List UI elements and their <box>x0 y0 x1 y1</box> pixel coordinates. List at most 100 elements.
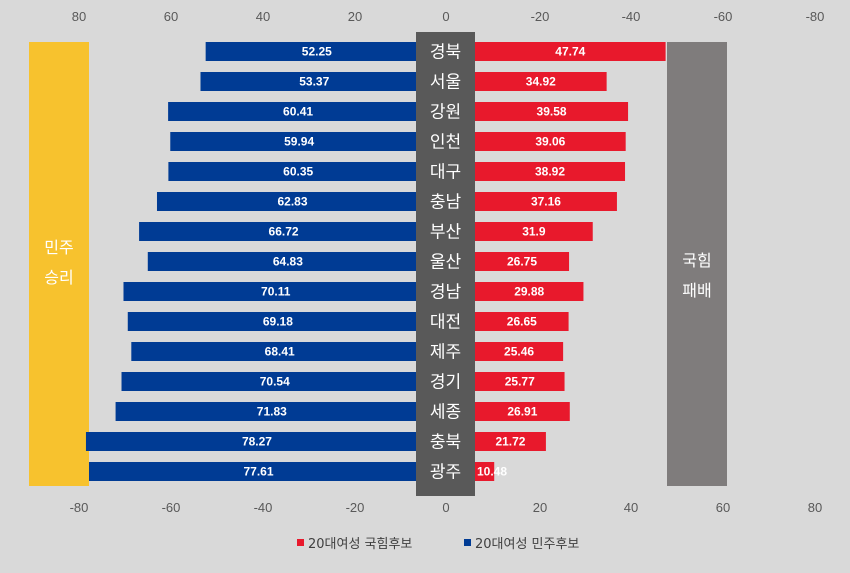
bar-left <box>88 462 416 481</box>
left-annotation-line-2: 승리 <box>44 268 73 287</box>
category-label: 서울 <box>430 73 461 93</box>
bar-right-value-label: 10.48 <box>477 465 507 479</box>
bar-right-value-label: 39.58 <box>537 105 567 119</box>
category-label: 대전 <box>430 313 461 333</box>
category-label: 대구 <box>430 163 461 183</box>
bar-left-value-label: 77.61 <box>243 465 273 479</box>
category-label: 경기 <box>430 373 461 393</box>
bar-right-value-label: 21.72 <box>495 435 525 449</box>
bar-right <box>475 192 617 211</box>
bottom-tick-label: 80 <box>808 500 822 515</box>
category-label: 경남 <box>430 283 462 303</box>
left-annotation-box <box>29 42 89 486</box>
category-label: 충남 <box>430 193 462 213</box>
bar-left <box>131 342 416 361</box>
category-label: 제주 <box>430 343 461 363</box>
bar-left-value-label: 70.11 <box>261 285 291 299</box>
bar-left-value-label: 62.83 <box>277 195 307 209</box>
right-annotation-line-1: 국힘 <box>682 251 711 270</box>
bar-left-value-label: 66.72 <box>269 225 299 239</box>
bar-right <box>475 372 565 391</box>
top-tick-label: 80 <box>72 9 86 24</box>
bar-right <box>475 72 607 91</box>
bar-right <box>475 432 546 451</box>
top-tick-label: -20 <box>531 9 550 24</box>
bottom-axis-ticks: -80 -60 -40 -20 0 20 40 60 80 <box>70 500 823 515</box>
bar-left <box>147 252 417 271</box>
bar-left <box>121 372 417 391</box>
category-label: 광주 <box>430 463 461 483</box>
bar-right-value-label: 38.92 <box>535 165 565 179</box>
bar-right-value-label: 37.16 <box>531 195 561 209</box>
bar-left-value-label: 68.41 <box>265 345 295 359</box>
bar-left <box>168 102 416 121</box>
bar-right <box>475 312 569 331</box>
bar-left-value-label: 60.41 <box>283 105 313 119</box>
bar-left <box>127 312 416 331</box>
legend-swatch-blue <box>464 539 471 546</box>
bar-left-value-label: 60.35 <box>283 165 313 179</box>
legend-label-red: 20대여성 국힘후보 <box>308 537 412 552</box>
category-label: 인천 <box>430 133 461 153</box>
category-label: 부산 <box>430 223 462 243</box>
bar-left <box>156 192 416 211</box>
bar-right-value-label: 47.74 <box>555 45 585 59</box>
category-label: 울산 <box>430 253 462 273</box>
bar-series: 52.25 47.74 53.37 34.92 60.41 39.58 59.94 39.06… <box>85 42 666 481</box>
bar-right <box>475 282 584 301</box>
bar-left-value-label: 71.83 <box>257 405 287 419</box>
bar-left <box>170 132 416 151</box>
bar-right <box>475 252 570 271</box>
bar-right-value-label: 25.77 <box>505 375 535 389</box>
bar-right-value-label: 39.06 <box>535 135 565 149</box>
category-label: 충북 <box>430 433 461 453</box>
bar-left-value-label: 53.37 <box>299 75 329 89</box>
category-label: 세종 <box>430 403 461 423</box>
bar-right <box>475 102 629 121</box>
bar-right <box>475 42 666 61</box>
bar-left-value-label: 78.27 <box>242 435 272 449</box>
bar-left <box>205 42 416 61</box>
bar-left <box>85 432 416 451</box>
bar-right-value-label: 29.88 <box>514 285 544 299</box>
bar-right-value-label: 26.65 <box>507 315 537 329</box>
left-annotation-line-1: 민주 <box>44 238 73 257</box>
legend-swatch-red <box>297 539 304 546</box>
category-label: 강원 <box>430 103 461 123</box>
top-tick-label: 20 <box>348 9 362 24</box>
top-tick-label: 0 <box>442 9 449 24</box>
bottom-tick-label: -60 <box>162 500 181 515</box>
bar-left-value-label: 70.54 <box>260 375 290 389</box>
bar-right <box>475 402 570 421</box>
bottom-tick-label: 40 <box>624 500 638 515</box>
top-tick-label: -80 <box>806 9 825 24</box>
bar-right-value-label: 25.46 <box>504 345 534 359</box>
bottom-tick-label: -80 <box>70 500 89 515</box>
center-category-band <box>416 32 475 496</box>
bar-left-value-label: 59.94 <box>284 135 314 149</box>
top-tick-label: 40 <box>256 9 270 24</box>
bottom-tick-label: -20 <box>346 500 365 515</box>
bar-left <box>115 402 416 421</box>
right-annotation-box <box>667 42 727 486</box>
bar-right <box>475 462 495 481</box>
bar-right <box>475 162 626 181</box>
category-label: 경북 <box>430 43 461 63</box>
bar-right <box>475 342 564 361</box>
top-tick-label: -60 <box>714 9 733 24</box>
bar-left <box>123 282 416 301</box>
bottom-tick-label: 60 <box>716 500 730 515</box>
bottom-tick-label: 20 <box>533 500 547 515</box>
bar-left <box>200 72 416 91</box>
bar-left-value-label: 64.83 <box>273 255 303 269</box>
bar-right-value-label: 34.92 <box>526 75 556 89</box>
bar-left-value-label: 69.18 <box>263 315 293 329</box>
bar-right-value-label: 26.91 <box>507 405 537 419</box>
top-tick-label: -40 <box>622 9 641 24</box>
bar-left <box>139 222 416 241</box>
bar-right-value-label: 31.9 <box>522 225 546 239</box>
bar-right <box>475 222 593 241</box>
bar-left <box>168 162 416 181</box>
